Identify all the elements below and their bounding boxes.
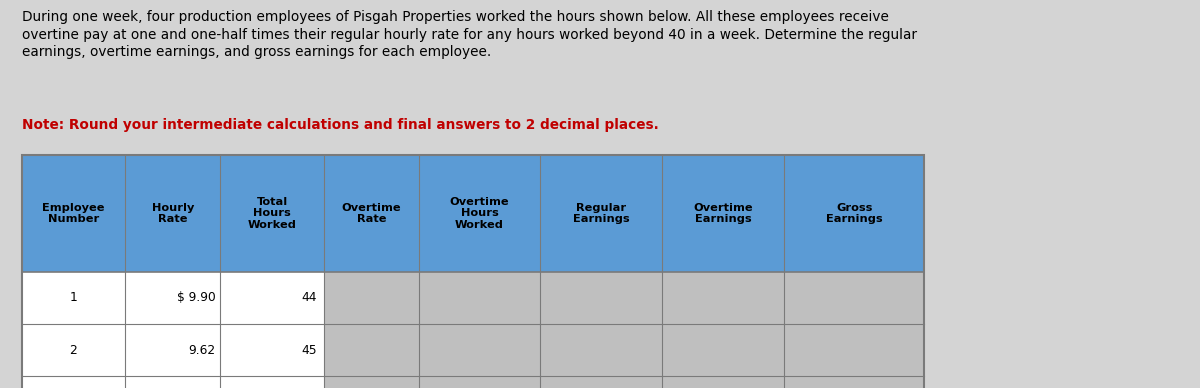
- Text: Hourly
Rate: Hourly Rate: [151, 203, 194, 224]
- Text: 9.62: 9.62: [188, 344, 215, 357]
- Text: $ 9.90: $ 9.90: [176, 291, 215, 304]
- Text: Employee
Number: Employee Number: [42, 203, 104, 224]
- Text: Note: Round your intermediate calculations and final answers to 2 decimal places: Note: Round your intermediate calculatio…: [22, 118, 659, 132]
- Text: Overtime
Rate: Overtime Rate: [342, 203, 401, 224]
- Text: Overtime
Hours
Worked: Overtime Hours Worked: [450, 197, 509, 230]
- Text: Total
Hours
Worked: Total Hours Worked: [247, 197, 296, 230]
- Text: During one week, four production employees of Pisgah Properties worked the hours: During one week, four production employe…: [22, 10, 917, 59]
- Text: 1: 1: [70, 291, 77, 304]
- Text: Gross
Earnings: Gross Earnings: [826, 203, 882, 224]
- Text: 2: 2: [70, 344, 77, 357]
- Text: Overtime
Earnings: Overtime Earnings: [694, 203, 754, 224]
- Text: 45: 45: [301, 344, 317, 357]
- Text: Regular
Earnings: Regular Earnings: [574, 203, 630, 224]
- Text: 44: 44: [301, 291, 317, 304]
